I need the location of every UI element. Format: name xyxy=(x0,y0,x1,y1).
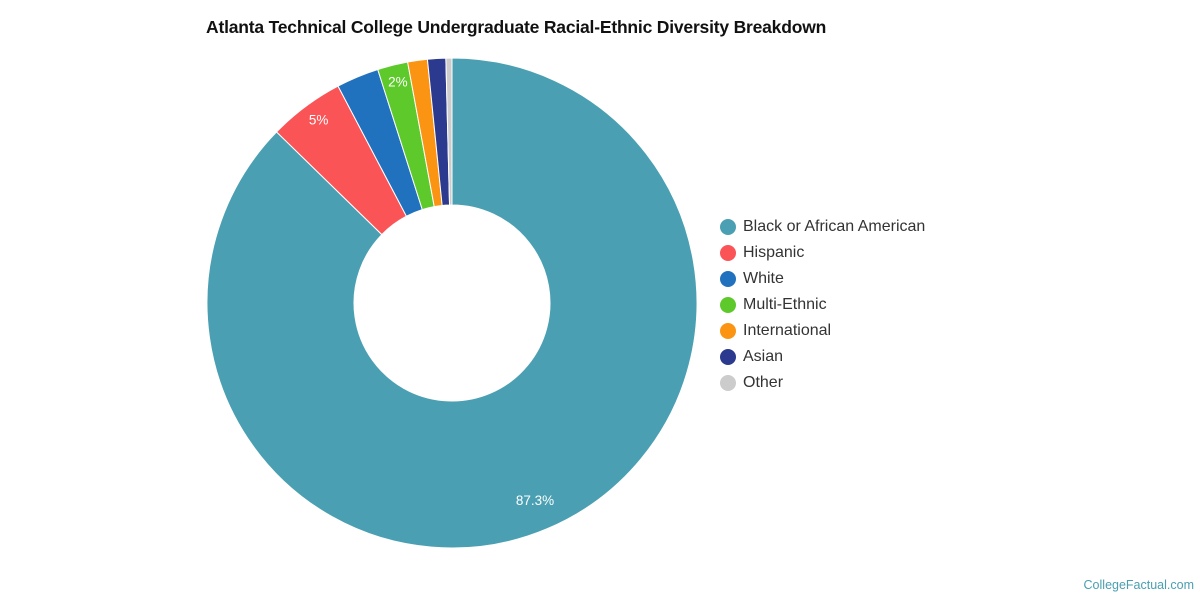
legend-dot-icon xyxy=(720,349,736,365)
legend-item-black-or-african-american[interactable]: Black or African American xyxy=(720,214,925,240)
chart-legend: Black or African American Hispanic White… xyxy=(720,214,925,396)
legend-dot-icon xyxy=(720,375,736,391)
slice-value-label: 5% xyxy=(309,112,329,127)
legend-label: Multi-Ethnic xyxy=(743,296,827,313)
legend-item-asian[interactable]: Asian xyxy=(720,344,925,370)
chart-title: Atlanta Technical College Undergraduate … xyxy=(206,17,827,37)
legend-label: White xyxy=(743,270,784,287)
legend-item-hispanic[interactable]: Hispanic xyxy=(720,240,925,266)
legend-label: Hispanic xyxy=(743,244,805,261)
legend-label: Asian xyxy=(743,348,784,365)
slice-value-label: 87.3% xyxy=(516,493,554,508)
legend-dot-icon xyxy=(720,271,736,287)
legend-dot-icon xyxy=(720,245,736,261)
legend-item-other[interactable]: Other xyxy=(720,370,925,396)
legend-label: International xyxy=(743,322,832,339)
slice-value-label: 2% xyxy=(388,75,408,90)
legend-dot-icon xyxy=(720,297,736,313)
legend-item-white[interactable]: White xyxy=(720,266,925,292)
legend-label: Other xyxy=(743,374,784,391)
legend-dot-icon xyxy=(720,323,736,339)
legend-item-international[interactable]: International xyxy=(720,318,925,344)
legend-item-multi-ethnic[interactable]: Multi-Ethnic xyxy=(720,292,925,318)
legend-label: Black or African American xyxy=(743,218,926,235)
slice-black-or-african-american[interactable] xyxy=(206,57,698,549)
slice-other[interactable] xyxy=(445,57,453,206)
source-credit-link[interactable]: CollegeFactual.com xyxy=(1083,578,1194,592)
slice-labels: 87.3% 5% 2% xyxy=(309,75,554,508)
legend-dot-icon xyxy=(720,219,736,235)
donut-slices xyxy=(206,57,698,549)
